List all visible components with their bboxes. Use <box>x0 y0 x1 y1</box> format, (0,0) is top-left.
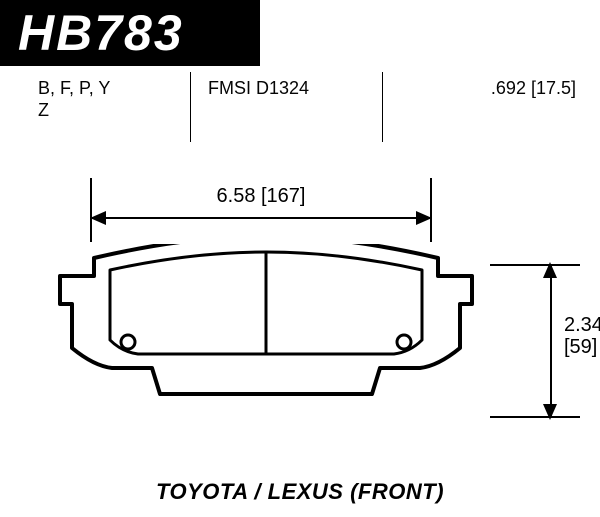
thickness-spec: .692 [17.5] <box>491 78 576 99</box>
width-line <box>92 217 430 219</box>
width-extension-right <box>430 178 432 242</box>
width-dimension: 6.58 [167] <box>92 185 430 219</box>
arrow-left-icon <box>90 211 106 225</box>
spec-divider <box>190 72 191 142</box>
compound-codes-line1: B, F, P, Y <box>38 78 110 99</box>
spec-row: B, F, P, Y Z FMSI D1324 .692 [17.5] <box>38 78 576 134</box>
arrow-right-icon <box>416 211 432 225</box>
part-number-header: HB783 <box>0 0 260 66</box>
compound-codes-line2: Z <box>38 100 49 121</box>
height-dimension: 2.34 [59] <box>520 264 580 418</box>
spec-divider <box>382 72 383 142</box>
arrow-down-icon <box>543 404 557 420</box>
part-number: HB783 <box>18 4 184 62</box>
height-label: 2.34 [59] <box>564 314 600 358</box>
width-label: 6.58 [167] <box>92 185 430 208</box>
arrow-up-icon <box>543 262 557 278</box>
brake-pad-drawing <box>48 244 484 428</box>
fmsi-code: FMSI D1324 <box>208 78 309 99</box>
height-value-mm: [59] <box>564 336 597 358</box>
height-line <box>550 264 552 418</box>
application-label: TOYOTA / LEXUS (FRONT) <box>0 479 600 505</box>
height-value-in: 2.34 <box>564 314 600 336</box>
